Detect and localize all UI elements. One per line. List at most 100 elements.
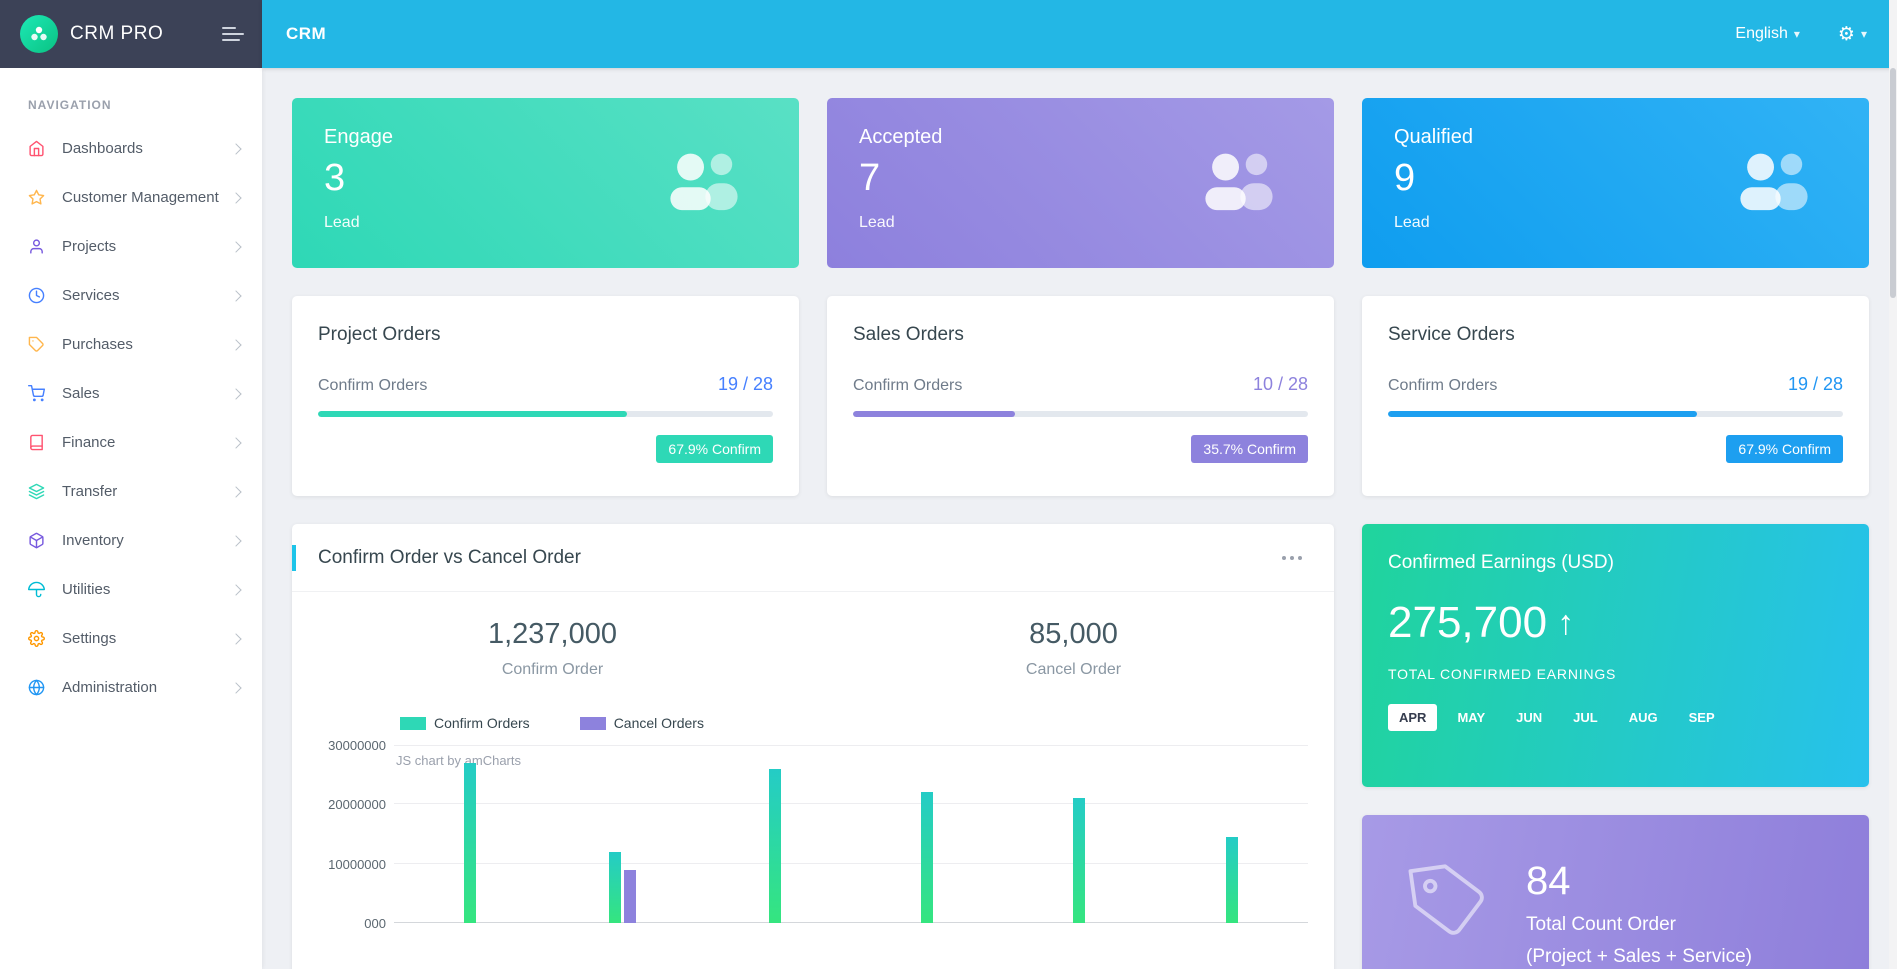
settings-menu[interactable]: ⚙ ▾ xyxy=(1838,23,1867,46)
stat-value: 9 xyxy=(1394,157,1416,199)
gear-icon: ⚙ xyxy=(1837,23,1855,45)
month-tab-sep[interactable]: SEP xyxy=(1688,710,1715,725)
sidebar-item-inventory[interactable]: Inventory xyxy=(0,516,262,565)
stat-card-accepted: Accepted 7 Lead xyxy=(827,98,1334,268)
cart-icon xyxy=(28,385,46,403)
bar-group-jun xyxy=(699,745,851,923)
month-tab-apr[interactable]: APR xyxy=(1388,704,1438,731)
stat-value: 7 xyxy=(859,157,881,199)
sidebar-item-sales[interactable]: Sales xyxy=(0,369,262,418)
progress-bar xyxy=(853,411,1308,417)
progress-fill xyxy=(853,411,1016,417)
y-tick: 30000000 xyxy=(328,738,386,753)
sidebar-item-label: Sales xyxy=(62,385,100,402)
chart-legend: Confirm Orders Cancel Orders xyxy=(400,715,1334,731)
menu-toggle-icon[interactable] xyxy=(222,23,244,45)
cancel-order-total: 85,000 xyxy=(1029,618,1118,650)
arrow-up-icon: ↑ xyxy=(1557,603,1575,642)
users-icon xyxy=(1731,151,1817,216)
count-line1: Total Count Order xyxy=(1526,914,1676,935)
card-title: Service Orders xyxy=(1388,324,1515,345)
cancel-order-label: Cancel Order xyxy=(1025,661,1122,678)
box-icon xyxy=(28,532,46,550)
stat-value: 3 xyxy=(324,157,346,199)
book-icon xyxy=(28,434,46,452)
chevron-right-icon xyxy=(230,681,242,694)
sidebar: NAVIGATION Dashboards Customer Managemen… xyxy=(0,68,262,969)
month-tabs: APR MAY JUN JUL AUG SEP xyxy=(1388,704,1843,731)
scrollbar-thumb[interactable] xyxy=(1890,68,1896,298)
user-icon xyxy=(28,238,46,256)
sidebar-item-label: Dashboards xyxy=(62,140,143,157)
star-icon xyxy=(28,189,46,207)
sidebar-item-transfer[interactable]: Transfer xyxy=(0,467,262,516)
stat-card-qualified: Qualified 9 Lead xyxy=(1362,98,1869,268)
confirm-bar-sep xyxy=(1225,836,1238,923)
chevron-right-icon xyxy=(230,191,242,204)
sidebar-item-customer-management[interactable]: Customer Management xyxy=(0,173,262,222)
bar-chart: 30000000 20000000 10000000 000 JS chart … xyxy=(310,738,1308,969)
earnings-value: 275,700 xyxy=(1388,598,1548,647)
stat-subtitle: Lead xyxy=(859,214,895,231)
main-content: Engage 3 Lead Accepted 7 Lead Qualified … xyxy=(262,68,1897,969)
card-menu-icon[interactable] xyxy=(1276,550,1308,566)
card-title: Sales Orders xyxy=(853,324,964,345)
legend-label: Confirm Orders xyxy=(434,715,530,731)
chevron-right-icon xyxy=(230,632,242,645)
sidebar-item-label: Services xyxy=(62,287,120,304)
stat-subtitle: Lead xyxy=(1394,214,1430,231)
sidebar-item-purchases[interactable]: Purchases xyxy=(0,320,262,369)
chevron-right-icon xyxy=(230,142,242,155)
page-title: CRM xyxy=(286,24,327,43)
confirm-bar-jun xyxy=(768,768,781,923)
sidebar-item-services[interactable]: Services xyxy=(0,271,262,320)
confirm-orders-label: Confirm Orders xyxy=(853,377,963,394)
bar-group-may xyxy=(546,745,698,923)
sidebar-item-administration[interactable]: Administration xyxy=(0,663,262,712)
umbrella-icon xyxy=(28,581,46,599)
language-selector[interactable]: English ▾ xyxy=(1735,25,1800,43)
tag-icon xyxy=(1408,859,1492,948)
layers-icon xyxy=(28,483,46,501)
chevron-right-icon xyxy=(230,387,242,400)
stat-card-engage: Engage 3 Lead xyxy=(292,98,799,268)
app-header: CRM PRO CRM English ▾ ⚙ ▾ xyxy=(0,0,1897,68)
sidebar-item-utilities[interactable]: Utilities xyxy=(0,565,262,614)
chevron-down-icon: ▾ xyxy=(1793,27,1800,41)
sales-orders-card: Sales Orders Confirm Orders 10 / 28 35.7… xyxy=(827,296,1334,496)
brand-title: CRM PRO xyxy=(70,23,164,44)
users-icon xyxy=(661,151,747,216)
sidebar-item-projects[interactable]: Projects xyxy=(0,222,262,271)
y-axis: 30000000 20000000 10000000 000 xyxy=(310,738,394,931)
orders-ratio: 10 / 28 xyxy=(1252,374,1308,394)
sidebar-item-finance[interactable]: Finance xyxy=(0,418,262,467)
topbar: CRM English ▾ ⚙ ▾ xyxy=(262,0,1897,68)
sidebar-item-settings[interactable]: Settings xyxy=(0,614,262,663)
count-value: 84 xyxy=(1526,859,1571,903)
y-tick: 20000000 xyxy=(328,797,386,812)
confirm-orders-label: Confirm Orders xyxy=(1388,377,1498,394)
nav-section-label: NAVIGATION xyxy=(28,98,112,112)
scrollbar[interactable] xyxy=(1889,0,1897,969)
sidebar-item-dashboards[interactable]: Dashboards xyxy=(0,124,262,173)
bar-group-apr xyxy=(394,745,546,923)
month-tab-may[interactable]: MAY xyxy=(1457,710,1486,725)
confirm-bar-jul xyxy=(921,792,934,923)
card-title: Project Orders xyxy=(318,324,441,345)
chevron-down-icon: ▾ xyxy=(1860,27,1867,41)
chevron-right-icon xyxy=(230,289,242,302)
progress-fill xyxy=(318,411,627,417)
sidebar-item-label: Settings xyxy=(62,630,117,647)
confirm-order-total: 1,237,000 xyxy=(487,618,617,650)
orders-ratio: 19 / 28 xyxy=(1787,374,1843,394)
count-line2: (Project + Sales + Service) xyxy=(1526,946,1752,967)
globe-icon xyxy=(28,679,46,697)
confirm-bar-may xyxy=(608,851,621,923)
earnings-subtitle: TOTAL CONFIRMED EARNINGS xyxy=(1388,666,1617,682)
stat-subtitle: Lead xyxy=(324,214,360,231)
month-tab-jul[interactable]: JUL xyxy=(1573,710,1598,725)
legend-label: Cancel Orders xyxy=(613,715,704,731)
month-tab-jun[interactable]: JUN xyxy=(1516,710,1543,725)
month-tab-aug[interactable]: AUG xyxy=(1628,710,1658,725)
chevron-right-icon xyxy=(230,534,242,547)
